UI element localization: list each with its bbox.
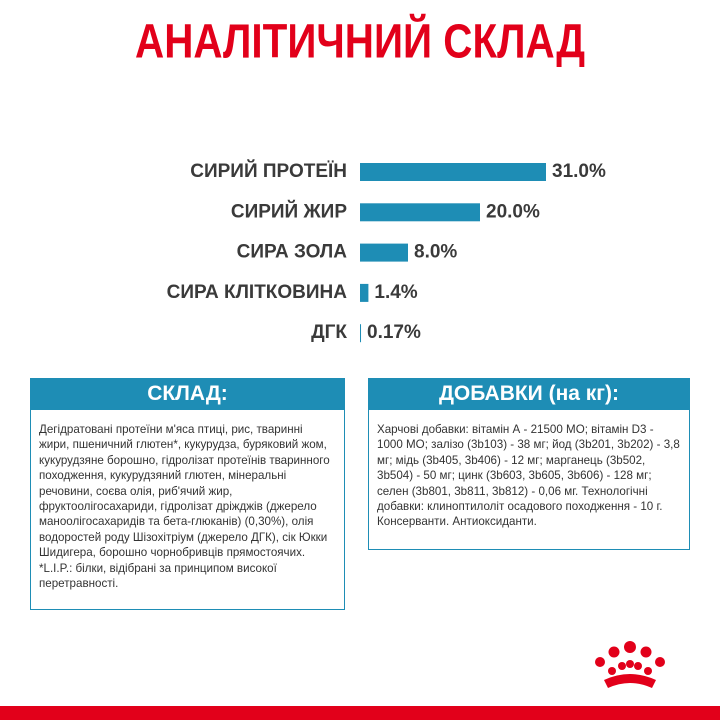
chart: АНАЛІТИЧНИЙ СКЛАД СИРИЙ ПРОТЕЇН 31.0% СИРИ…: [135, 14, 606, 344]
category-label: СИРА КЛІТКОВИНА: [167, 282, 348, 303]
chart-title: АНАЛІТИЧНИЙ СКЛАД: [135, 14, 585, 69]
bar: [360, 163, 546, 181]
section-text: Дегідратовані протеїни м'яса птиці, рис,…: [30, 410, 345, 610]
value-label: 31.0%: [552, 161, 606, 182]
category-label: СИРИЙ ПРОТЕЇН: [190, 160, 347, 182]
value-label: 1.4%: [374, 282, 417, 303]
bar: [360, 283, 369, 302]
bar: [360, 203, 480, 222]
bar: [360, 243, 408, 262]
category-label: СИРА ЗОЛА: [237, 242, 348, 263]
category-label: ДГК: [311, 322, 347, 343]
bar: [360, 324, 362, 343]
value-label: 8.0%: [414, 242, 457, 263]
logo: [595, 641, 665, 688]
category-label: СИРИЙ ЖИР: [231, 200, 347, 222]
section-text: Харчові добавки: вітамін А - 21500 МО; в…: [368, 410, 690, 550]
value-label: 0.17%: [367, 322, 421, 343]
section-title: ДОБАВКИ (на кг):: [368, 378, 690, 410]
bottom-bar: [0, 706, 720, 720]
value-label: 20.0%: [486, 201, 540, 222]
section-title: СКЛАД:: [30, 378, 345, 410]
